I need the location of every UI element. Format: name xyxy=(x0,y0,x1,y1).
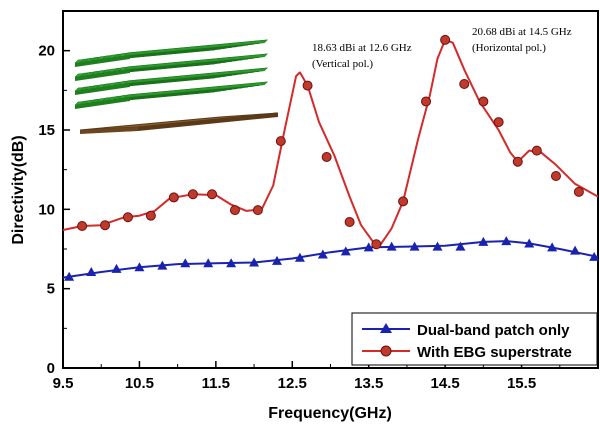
data-point-triangle xyxy=(86,267,97,277)
series-ebg-superstrate xyxy=(62,34,599,250)
plot-area xyxy=(62,10,599,369)
annotation-vertical-line2: (Vertical pol.) xyxy=(312,58,373,70)
data-point-circle xyxy=(77,220,88,231)
ebg-layer xyxy=(74,39,269,67)
ebg-layer xyxy=(74,81,269,109)
y-tick-label: 20 xyxy=(38,43,55,60)
annotation-horizontal-line1: 20.68 dBi at 14.5 GHz xyxy=(472,26,572,38)
data-point-triangle xyxy=(272,255,282,265)
ebg-layers-icon xyxy=(74,39,269,109)
ebg-layer-edge xyxy=(75,69,130,81)
x-tick-label: 13.5 xyxy=(354,375,383,392)
series-dual-band-patch xyxy=(62,236,600,281)
ebg-inset-illustration xyxy=(74,39,279,134)
data-point-circle xyxy=(168,192,179,203)
data-point-circle xyxy=(321,151,332,162)
data-point-triangle xyxy=(409,241,420,251)
data-point-triangle xyxy=(226,258,237,268)
axis-ticks: 9.5 10.5 11.5 12.5 13.5 14.5 15.5 0 5 10 15 20 xyxy=(38,43,561,392)
data-point-triangle xyxy=(524,238,535,248)
annotation-vertical-line1: 18.63 dBi at 12.6 GHz xyxy=(312,42,412,54)
series-line xyxy=(62,240,599,279)
data-point-circle xyxy=(478,96,489,107)
data-point-triangle xyxy=(386,241,397,251)
annotation-vertical-peak: 18.63 dBi at 12.6 GHz (Vertical pol.) xyxy=(312,42,412,70)
data-point-circle xyxy=(187,189,198,200)
data-point-triangle xyxy=(64,271,75,281)
data-point-triangle xyxy=(455,241,466,251)
y-axis-label: Directivity(dB) xyxy=(10,135,27,244)
ebg-layer xyxy=(74,53,269,81)
x-tick-label: 10.5 xyxy=(125,375,154,392)
data-point-circle xyxy=(371,239,382,250)
legend-box xyxy=(351,312,598,366)
data-point-circle xyxy=(531,145,542,156)
ebg-layer-edge xyxy=(75,55,130,67)
data-point-triangle xyxy=(180,258,191,268)
series-layer xyxy=(62,34,600,281)
data-point-triangle xyxy=(432,241,443,251)
data-point-triangle xyxy=(547,242,558,252)
x-tick-label: 11.5 xyxy=(202,375,230,392)
x-tick-label: 14.5 xyxy=(431,375,460,392)
ebg-layer xyxy=(74,67,269,95)
data-point-triangle xyxy=(134,262,145,272)
y-tick-label: 5 xyxy=(47,281,55,298)
data-point-circle xyxy=(275,136,286,147)
data-point-circle xyxy=(493,117,504,128)
data-point-circle xyxy=(122,212,133,223)
data-point-circle xyxy=(459,78,470,89)
data-point-circle xyxy=(302,80,313,91)
data-point-circle xyxy=(550,171,561,182)
data-point-triangle xyxy=(501,236,512,246)
data-point-triangle xyxy=(317,249,328,259)
ebg-layer-edge xyxy=(75,97,130,109)
x-tick-label: 12.5 xyxy=(278,375,307,392)
y-tick-label: 10 xyxy=(38,201,55,218)
data-point-circle xyxy=(573,186,584,197)
x-tick-label: 15.5 xyxy=(507,375,536,392)
ebg-layer-edge xyxy=(75,83,130,95)
data-point-triangle xyxy=(340,246,351,256)
x-axis-label: Frequency(GHz) xyxy=(268,405,392,422)
data-point-circle xyxy=(440,34,451,45)
data-point-triangle xyxy=(589,251,600,261)
legend-marker-circle-icon xyxy=(380,345,392,357)
legend-label-ebg: With EBG superstrate xyxy=(417,344,572,361)
data-point-triangle xyxy=(111,263,122,273)
series-line xyxy=(62,38,599,246)
data-point-circle xyxy=(398,196,409,207)
data-point-triangle xyxy=(203,258,214,268)
annotation-horizontal-peak: 20.68 dBi at 14.5 GHz (Horizontal pol.) xyxy=(472,26,572,54)
data-point-triangle xyxy=(157,260,168,270)
data-point-circle xyxy=(344,217,355,228)
data-point-circle xyxy=(100,220,111,231)
data-point-triangle xyxy=(294,252,305,262)
x-tick-label: 9.5 xyxy=(53,375,74,392)
data-point-circle xyxy=(229,205,240,216)
substrate-icon xyxy=(79,112,279,134)
y-tick-label: 15 xyxy=(38,122,55,139)
legend-label-patch: Dual-band patch only xyxy=(417,322,570,339)
data-point-circle xyxy=(207,189,218,200)
data-point-circle xyxy=(421,96,432,107)
legend-marker-triangle-icon xyxy=(380,323,392,333)
data-point-triangle xyxy=(249,257,260,267)
data-point-circle xyxy=(145,210,156,221)
data-point-triangle xyxy=(478,236,489,246)
legend: Dual-band patch only With EBG superstrat… xyxy=(351,312,598,366)
data-point-circle xyxy=(512,156,523,167)
data-point-circle xyxy=(252,205,263,216)
data-point-triangle xyxy=(363,242,374,252)
y-tick-label: 0 xyxy=(47,360,55,377)
annotation-horizontal-line2: (Horizontal pol.) xyxy=(472,42,546,54)
data-point-triangle xyxy=(570,245,581,255)
